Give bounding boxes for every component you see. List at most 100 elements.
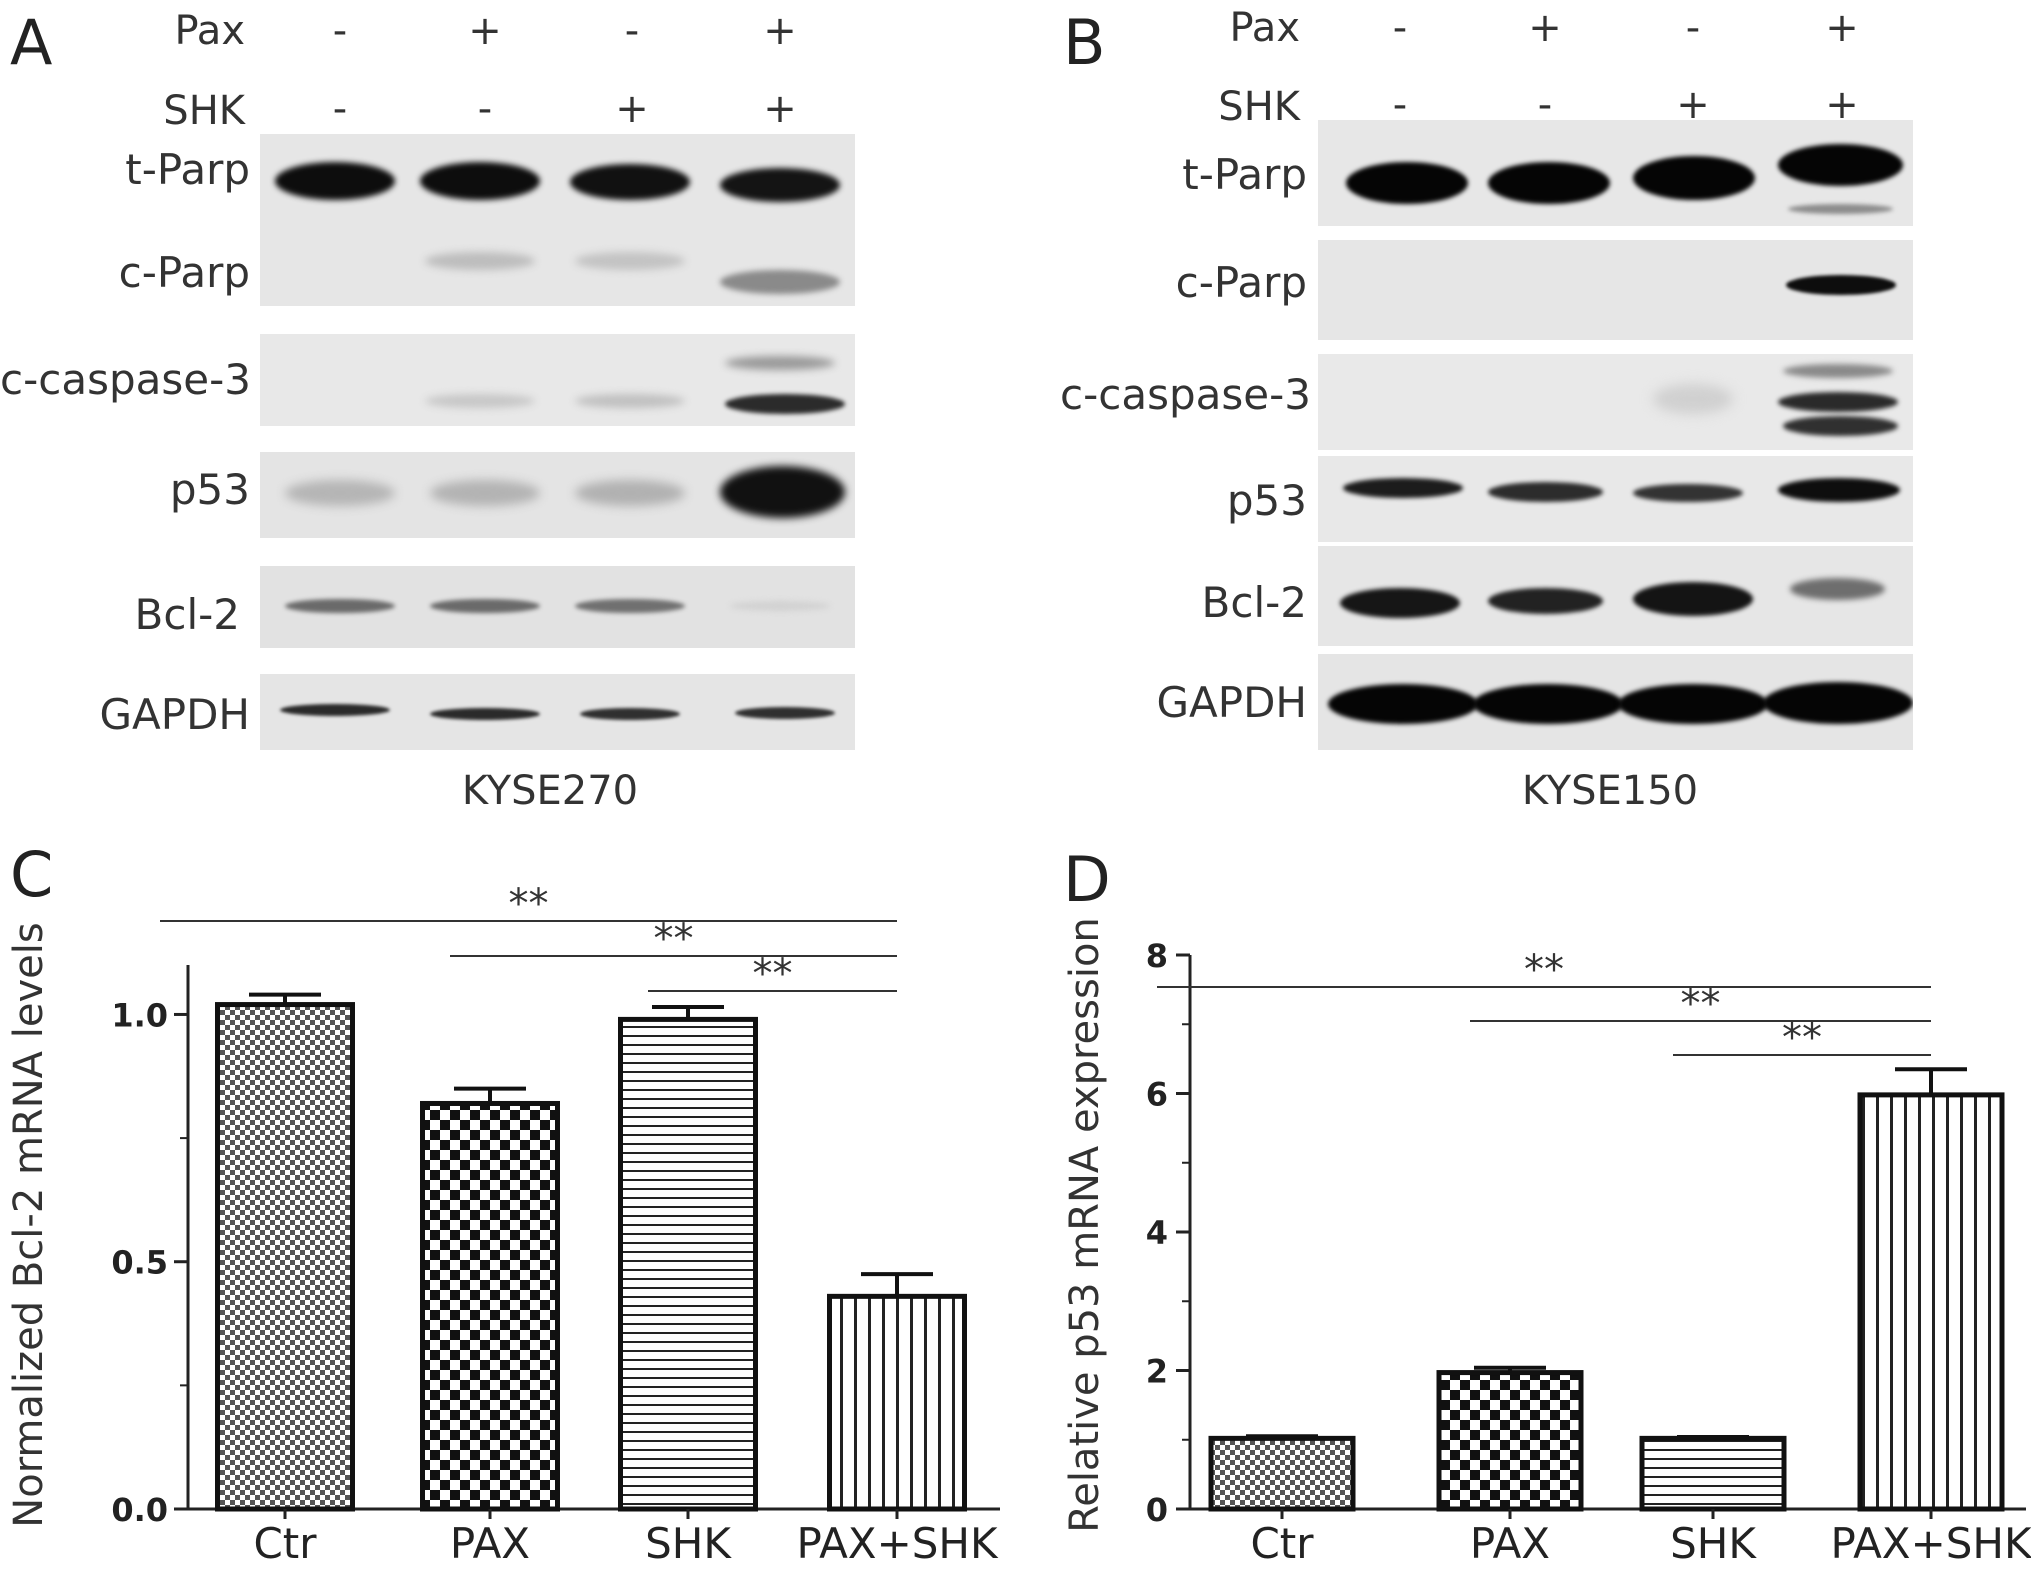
blot-b-p53 [1318, 456, 1913, 542]
band [1633, 582, 1753, 616]
significance-label: ** [1681, 981, 1721, 1027]
blot-a-parp [260, 134, 855, 306]
blot-label-b-bcl2: Bcl-2 [1201, 578, 1307, 627]
band [420, 162, 540, 200]
band [425, 394, 535, 408]
panel-letter-a: A [10, 6, 53, 79]
band [1783, 416, 1898, 436]
bar [215, 1002, 355, 1512]
band [1786, 275, 1896, 295]
bar [618, 1016, 758, 1512]
blot-a-ccasp3 [260, 334, 855, 426]
bar [1208, 1435, 1356, 1512]
band [1633, 156, 1755, 200]
sign-a-shk-3: + [615, 86, 649, 132]
sign-a-pax-1: - [332, 8, 348, 54]
band [285, 480, 395, 506]
band [1778, 478, 1900, 502]
blot-label-b-cparp: c-Parp [1175, 258, 1307, 307]
band [1618, 684, 1768, 724]
panel-letter-c: C [10, 838, 54, 911]
blot-label-b-tparp: t-Parp [1182, 150, 1307, 199]
band [1788, 204, 1893, 214]
band [720, 270, 840, 294]
blot-label-a-tparp: t-Parp [125, 145, 250, 194]
bar [1436, 1370, 1584, 1512]
significance-label: ** [509, 881, 549, 927]
chart-c: 0.0 0.5 1.0 Normalized Bcl-2 mRNA levels Ctr… [6, 881, 1000, 1568]
condition-label-pax-b: Pax [1229, 5, 1300, 51]
band [1488, 162, 1610, 204]
condition-label-pax-a: Pax [174, 8, 245, 54]
band [720, 466, 845, 518]
category-label: Ctr [253, 1519, 317, 1568]
band [1488, 588, 1603, 614]
y-tick-label: 0.5 [111, 1244, 168, 1282]
sign-b-shk-2: - [1537, 82, 1553, 128]
category-label: SHK [645, 1519, 732, 1568]
y-axis-label: Normalized Bcl-2 mRNA levels [6, 922, 52, 1527]
blot-label-a-gapdh: GAPDH [99, 690, 250, 739]
band [285, 599, 395, 613]
band [1488, 482, 1603, 502]
band [1778, 392, 1898, 412]
band [580, 708, 680, 720]
blot-b-ccasp3 [1318, 354, 1913, 450]
band [725, 356, 835, 370]
bar [827, 1293, 967, 1512]
band [425, 252, 535, 270]
category-label: PAX+SHK [796, 1519, 999, 1568]
sign-a-pax-4: + [763, 8, 797, 54]
y-axis-label: Relative p53 mRNA expression [1062, 917, 1108, 1533]
band [1783, 364, 1893, 378]
sign-a-shk-1: - [332, 86, 348, 132]
y-tick-label: 0.0 [111, 1491, 168, 1529]
blot-label-a-p53: p53 [169, 465, 250, 514]
blot-a-gapdh [260, 674, 855, 750]
sign-a-shk-2: - [477, 86, 493, 132]
band [720, 168, 840, 202]
band [1473, 684, 1623, 724]
sign-b-pax-1: - [1392, 5, 1408, 51]
bar [420, 1100, 560, 1512]
significance-label: ** [1782, 1015, 1822, 1061]
band [430, 480, 540, 506]
blot-label-a-ccasp3: c-caspase-3 [0, 355, 251, 404]
cell-line-label-a: KYSE270 [461, 768, 639, 814]
chart-d: 0 2 4 6 8 Relative p53 mRNA expression Ctr PAX S… [1062, 917, 2031, 1568]
band [1328, 684, 1478, 724]
blot-label-a-bcl2: Bcl-2 [134, 590, 240, 639]
blot-label-b-p53: p53 [1226, 476, 1307, 525]
band [730, 601, 830, 611]
band [1346, 162, 1468, 204]
band [570, 164, 690, 200]
sign-a-shk-4: + [763, 86, 797, 132]
y-tick-label: 4 [1146, 1214, 1168, 1252]
category-label: PAX+SHK [1830, 1519, 2031, 1568]
band [1653, 384, 1733, 414]
sign-b-pax-2: + [1528, 5, 1562, 51]
band [575, 480, 685, 506]
band [575, 599, 685, 613]
y-tick-label: 6 [1146, 1076, 1168, 1114]
band [1763, 682, 1913, 724]
band [1790, 578, 1885, 600]
band [280, 704, 390, 716]
bar [1639, 1435, 1787, 1512]
band [725, 394, 845, 414]
band [1778, 144, 1903, 186]
blot-b-bcl2 [1318, 546, 1913, 646]
y-tick-label: 8 [1146, 937, 1168, 975]
blot-b-cparp [1318, 240, 1913, 340]
blot-b-tparp [1318, 120, 1913, 226]
sign-b-pax-4: + [1825, 5, 1859, 51]
y-tick-label: 0 [1146, 1491, 1168, 1529]
significance-label: ** [654, 916, 694, 962]
band [735, 707, 835, 719]
band [575, 394, 685, 408]
blot-a-bcl2 [260, 566, 855, 648]
bar [1857, 1092, 2005, 1512]
blot-label-b-ccasp3: c-caspase-3 [1060, 370, 1311, 419]
band [1633, 484, 1743, 502]
